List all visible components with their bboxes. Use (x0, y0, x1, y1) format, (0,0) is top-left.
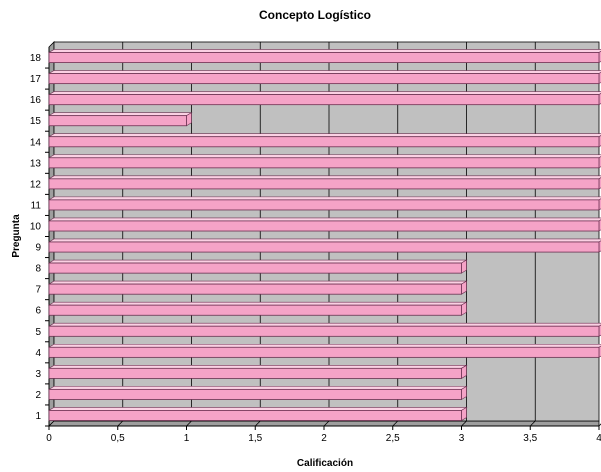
bar (48, 283, 462, 295)
y-tick-label: 15 (30, 116, 42, 127)
bar-top (47, 280, 468, 285)
bar-top (47, 365, 468, 369)
x-tick-label: 2 (321, 433, 327, 444)
gridline-floor (186, 420, 192, 427)
back-wall (53, 41, 600, 422)
y-tick-label: 4 (35, 348, 41, 359)
bar-top (47, 112, 193, 116)
bar (48, 367, 462, 379)
y-tick-label: 7 (35, 285, 41, 296)
y-tick-label: 8 (35, 264, 41, 275)
bar-top (47, 70, 601, 74)
bar (48, 346, 600, 358)
x-tick-label: 3 (459, 433, 465, 444)
y-tick-label: 11 (31, 200, 42, 211)
x-tick-label: 1 (184, 433, 190, 444)
bar (48, 199, 600, 211)
y-tick-label: 5 (35, 327, 41, 338)
bar (48, 410, 462, 421)
x-tick-label: 2,5 (386, 433, 400, 444)
bar (48, 241, 600, 253)
bar-top (47, 49, 601, 53)
bar (48, 136, 600, 148)
bar-top (47, 301, 468, 306)
bar-top (47, 133, 601, 137)
bar-top (47, 322, 601, 327)
gridline-floor (392, 420, 399, 427)
bar-top (47, 154, 601, 159)
bar-top (47, 238, 601, 243)
bar-top (47, 175, 601, 180)
gridline-floor (461, 420, 467, 427)
x-axis-title: Calificación (297, 458, 353, 469)
x-tick-label: 3,5 (523, 433, 537, 444)
gridline-floor (254, 420, 261, 427)
x-tick-label: 0 (46, 433, 52, 444)
x-tick-label: 4 (596, 433, 601, 444)
bar (48, 388, 462, 400)
y-tick-label: 17 (30, 74, 42, 85)
gridline-floor (117, 420, 124, 427)
y-tick-label: 1 (35, 411, 41, 422)
y-tick-label: 13 (30, 158, 42, 169)
y-tick-label: 2 (35, 390, 41, 401)
bar (48, 220, 600, 232)
bar-top (47, 91, 601, 95)
bar-top (47, 217, 601, 222)
bar-top (47, 259, 468, 264)
bar-top (47, 386, 468, 390)
y-tick-label: 10 (30, 221, 42, 232)
bar (48, 325, 600, 337)
y-tick-label: 12 (30, 179, 42, 190)
y-axis-title: Pregunta (11, 214, 22, 258)
y-tick-label: 18 (30, 53, 42, 64)
plot-area: 0 0,5 1 1,5 2 2,5 3 3,5 412345678910111213141516… (30, 41, 601, 444)
bar-top (47, 407, 468, 411)
y-tick-label: 6 (35, 306, 41, 317)
bar (48, 178, 600, 190)
gridline-floor (598, 423, 601, 427)
y-tick-label: 3 (35, 369, 41, 380)
bar (48, 262, 462, 274)
bar (48, 115, 187, 127)
bar-top (47, 343, 601, 348)
y-tick-label: 14 (30, 137, 42, 148)
gridline-floor (323, 420, 330, 427)
y-tick-label: 16 (30, 95, 42, 106)
bar (48, 52, 600, 63)
chart-title: Concepto Logístico (259, 8, 371, 22)
bar-top (47, 196, 601, 201)
gridline-floor (529, 420, 536, 427)
x-tick-label: 1,5 (248, 433, 262, 444)
bar (48, 157, 600, 169)
x-tick-label: 0,5 (111, 433, 125, 444)
bar (48, 73, 600, 85)
y-tick-label: 9 (35, 243, 41, 254)
bar (48, 94, 600, 106)
bar (48, 304, 462, 316)
floor (48, 420, 600, 427)
